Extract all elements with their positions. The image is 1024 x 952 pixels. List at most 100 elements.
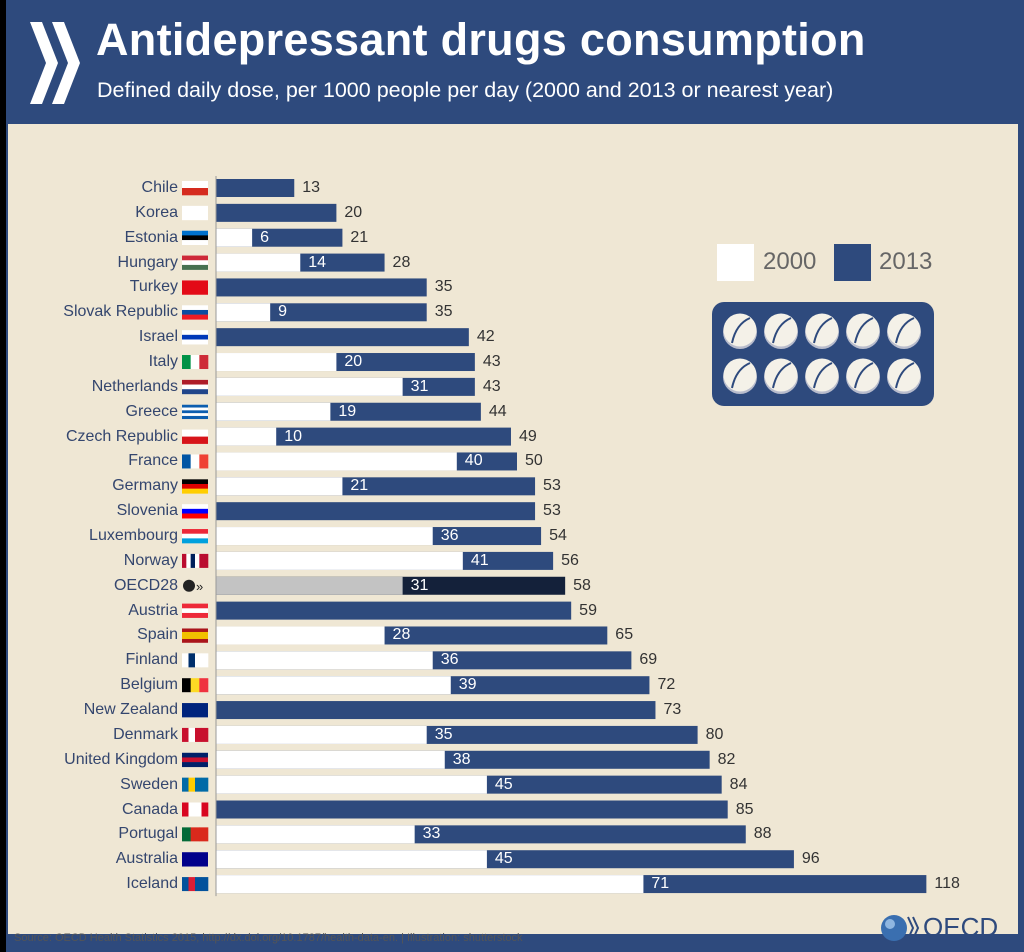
flag-icon [182,429,208,444]
category-label: Slovak Republic [63,303,178,321]
category-label: Czech Republic [65,427,178,445]
flag-stripe [199,355,209,370]
flag-stripe [182,638,208,643]
flag-stripe [182,529,208,535]
value-label-2013: 85 [735,800,754,818]
value-label-2000: 45 [494,775,513,793]
category-label: Israel [138,328,178,346]
flag-stripe [182,533,208,539]
flag-stripe [182,653,189,668]
value-label-2000: 71 [651,875,670,893]
category-label: Chile [141,179,178,196]
value-label-2000: 40 [464,452,483,470]
category-label: New Zealand [83,701,178,719]
flag-stripe [199,553,204,568]
value-label-2013: 43 [482,353,501,371]
flag-stripe [182,188,208,196]
value-label-2000: 14 [308,253,327,271]
value-label-2013: 35 [434,303,453,321]
flag-stripe [201,802,209,817]
flag-stripe [182,827,191,842]
value-label-2013: 35 [434,278,453,296]
flag-stripe [199,827,209,842]
category-label: Denmark [113,725,178,743]
category-label: France [128,452,178,470]
flag-icon [182,479,208,494]
flag-stripe [182,454,191,469]
category-label: Hungary [117,253,178,271]
flag-stripe [182,757,208,763]
category-label: Netherlands [91,377,178,395]
pill-score [772,362,792,389]
flag-stripe [182,410,208,414]
value-label-2013: 72 [657,676,676,694]
flag-stripe [182,479,208,485]
flag-stripe [182,181,208,189]
flag-icon [182,777,209,792]
category-label: Iceland [126,875,178,893]
flag-stripe [190,678,200,693]
pill-icon [805,313,839,347]
flag-stripe [195,802,202,817]
flag-stripe [182,608,208,614]
bar-2000 [216,527,433,546]
flag-stripe [182,413,208,417]
bar-2000 [216,477,343,496]
flag-stripe [182,415,208,420]
flag-stripe [182,631,208,636]
bar-2000 [216,775,487,794]
bar-2000 [216,676,451,695]
category-label: Turkey [129,278,178,296]
legend-label-2000: 2000 [763,248,817,275]
bar-chart: » [182,176,927,897]
flag-stripe [188,802,196,817]
flag-stripe [182,305,208,311]
flag-stripe [195,553,200,568]
oecd-globe [183,579,195,592]
flag-stripe [182,255,208,261]
category-label: Australia [115,850,178,868]
flag-stripe [182,314,208,320]
flag-icon [182,628,208,643]
value-label-2013: 54 [549,527,567,545]
category-label: Austria [128,601,178,619]
flag-stripe [182,504,208,510]
flag-icon [182,678,209,693]
bar-2000 [216,576,403,595]
value-label-2000: 36 [440,527,459,545]
flag-stripe [190,827,200,842]
flag-stripe [182,240,208,246]
flag-stripe [201,877,209,892]
flag-stripe [201,727,209,742]
pill-score [731,317,751,344]
bar-2013 [216,278,427,297]
flag-icon [182,280,208,295]
category-label: United Kingdom [64,750,178,768]
value-label-2013: 53 [543,502,561,520]
value-label-2000: 9 [278,303,288,321]
flag-icon [182,553,209,568]
value-label-2000: 36 [440,651,459,669]
category-label: Portugal [118,825,178,843]
flag-stripe [190,553,196,568]
flag-stripe [182,628,208,633]
flag-stripe [182,429,208,437]
pill-score [813,317,833,344]
bar-2000 [216,825,415,844]
pill-icon [764,358,798,392]
pill-icon [887,313,921,347]
flag-stripe [188,877,196,892]
bar-2000 [216,427,277,446]
bar-2000 [216,377,403,396]
bar-2000 [216,725,427,744]
flag-stripe [195,877,202,892]
legend-swatch-2000 [717,244,754,281]
value-label-2013: 96 [801,850,820,868]
flag-stripe [190,454,200,469]
flag-stripe [182,852,208,867]
value-label-2013: 59 [579,601,597,619]
bar-2000 [216,750,445,769]
pill-icon [887,358,921,392]
flag-stripe [182,355,191,370]
flag-stripe [190,355,200,370]
